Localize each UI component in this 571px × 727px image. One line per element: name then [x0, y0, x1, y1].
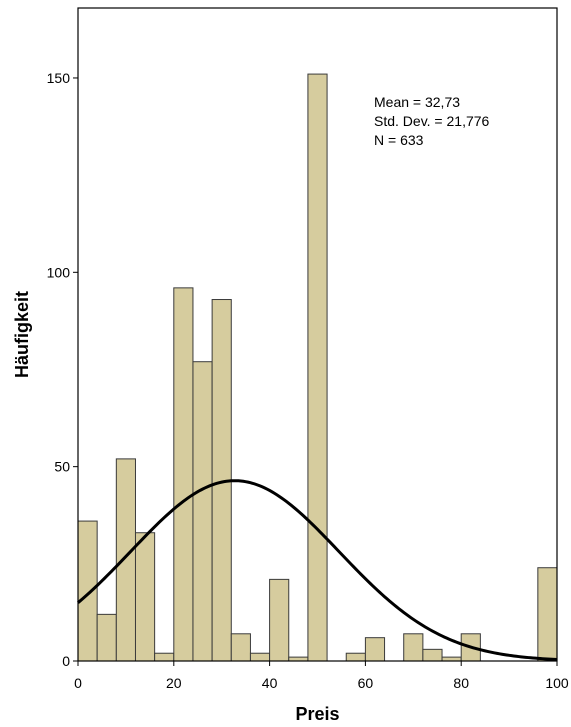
x-tick-label: 0 — [74, 675, 82, 691]
x-axis-ticks: 0 20 40 60 80 100 — [74, 661, 569, 691]
histogram-bars — [77, 73, 558, 662]
x-axis-title: Preis — [295, 704, 339, 724]
plot-frame — [77, 7, 558, 662]
y-tick-label: 50 — [54, 459, 70, 475]
histogram-bar — [173, 287, 194, 662]
histogram-bar — [115, 458, 136, 662]
stats-line: Mean = 32,73 — [374, 94, 460, 110]
y-tick-label: 150 — [47, 70, 71, 86]
x-tick-label: 80 — [453, 675, 469, 691]
y-tick-label: 0 — [62, 653, 70, 669]
x-tick-label: 60 — [358, 675, 374, 691]
stats-box: Mean = 32,73 Std. Dev. = 21,776 N = 633 — [374, 94, 490, 148]
histogram-bar — [307, 73, 328, 662]
histogram-bar — [230, 633, 251, 662]
histogram-bar — [364, 637, 386, 662]
x-tick-label: 20 — [166, 675, 182, 691]
y-axis-ticks: 0 50 100 150 — [47, 70, 78, 669]
y-axis-title: Häufigkeit — [12, 291, 32, 378]
y-tick-label: 100 — [47, 264, 71, 280]
stats-line: N = 633 — [374, 132, 424, 148]
histogram-bar — [154, 652, 175, 662]
histogram-bar — [345, 652, 366, 662]
histogram-bar — [403, 633, 424, 662]
x-tick-label: 100 — [545, 675, 569, 691]
histogram-bar — [77, 520, 98, 662]
histogram-bar — [96, 613, 117, 662]
histogram-bar — [134, 532, 156, 662]
normal-curve — [77, 479, 558, 661]
stats-line: Std. Dev. = 21,776 — [374, 113, 490, 129]
histogram-bar — [269, 578, 290, 662]
histogram-bar — [192, 361, 213, 662]
histogram-bar — [249, 652, 271, 662]
histogram-bar — [422, 648, 443, 662]
x-tick-label: 40 — [262, 675, 278, 691]
histogram-bar — [537, 567, 558, 662]
